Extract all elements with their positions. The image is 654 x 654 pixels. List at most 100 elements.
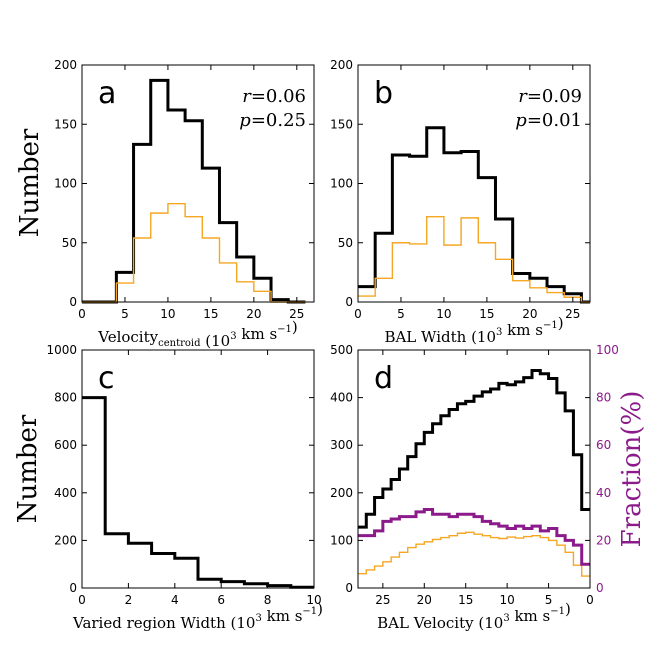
stat-value-b-p: =0.01 (527, 110, 582, 131)
xlabel-part-xlabel_close: ) (558, 314, 564, 332)
xtick-label-c-4: 4 (171, 593, 179, 607)
xtick-label-a-15: 15 (203, 307, 218, 321)
xlabel-part-xlabel_tail: km s (262, 607, 303, 625)
stat-var-b-p: p (515, 110, 527, 131)
series-b-all (358, 126, 590, 304)
xlabel-part-xlabel_main: Varied region Width (72, 614, 226, 632)
stat-b-p: p=0.01 (515, 110, 582, 131)
ytick-label-c-600: 600 (54, 438, 77, 452)
series-b-subset (358, 215, 590, 303)
xlabel-part-xlabel_units: (10 (471, 328, 496, 346)
xlabel-part-xlabel_main: Velocity (97, 328, 158, 346)
series-d-all (358, 368, 590, 529)
xtick-label-d-25: 25 (375, 593, 390, 607)
xlabel-part-xlabel_exp2: −1 (277, 324, 292, 335)
xlabel-part-xlabel_exp: 3 (496, 327, 502, 338)
ytick-label-a-50: 50 (62, 236, 77, 250)
xlabel-part-xlabel_tail: km s (237, 325, 278, 343)
ytick-label-c-200: 200 (54, 533, 77, 547)
ytick-label-a-100: 100 (54, 177, 77, 191)
y2tick-label-d-0: 0 (596, 581, 604, 595)
series-d-subset (358, 531, 590, 577)
ytick-label-c-1000: 1000 (46, 343, 77, 357)
xlabel-part-xlabel_exp: 3 (503, 613, 509, 624)
xtick-label-d-15: 15 (458, 593, 473, 607)
stat-value-a-r: =0.06 (251, 86, 306, 107)
stat-value-a-p: =0.25 (251, 110, 306, 131)
xlabel-part-xlabel_units: (10 (205, 332, 230, 350)
xtick-label-c-0: 0 (78, 593, 86, 607)
xlabel-part-xlabel_sub: centroid (158, 338, 201, 349)
xlabel-part-xlabel_close: ) (565, 600, 571, 618)
panel-label-a: a (98, 76, 116, 111)
xtick-label-c-2: 2 (125, 593, 133, 607)
panel-label-c: c (98, 361, 115, 396)
ytick-label-c-400: 400 (54, 486, 77, 500)
xlabel-part-xlabel_main: BAL Width (384, 328, 466, 346)
ytick-label-c-800: 800 (54, 391, 77, 405)
xlabel-part-xlabel_units: (10 (231, 614, 256, 632)
y2tick-label-d-20: 20 (596, 533, 611, 547)
ytick-label-d-0: 0 (345, 581, 353, 595)
y2tick-label-d-40: 40 (596, 486, 611, 500)
panel-label-b: b (374, 76, 393, 111)
xlabel-b: BAL Width (103 km s−1) (384, 314, 563, 346)
xtick-label-b-20: 20 (522, 307, 537, 321)
stat-a-p: p=0.25 (239, 110, 306, 131)
xtick-label-d-5: 5 (545, 593, 553, 607)
xtick-label-b-5: 5 (397, 307, 405, 321)
xtick-label-b-25: 25 (565, 307, 580, 321)
panel-d: 25 20 15 10 5 00100200300400500020406080100dB… (330, 343, 619, 632)
xlabel-part-xlabel_close: ) (292, 318, 298, 336)
xtick-label-c-8: 8 (264, 593, 272, 607)
xtick-label-b-0: 0 (354, 307, 362, 321)
ylabel-top: Number (15, 128, 45, 237)
ytick-label-a-200: 200 (54, 58, 77, 72)
ylabel-right: Fraction(%) (617, 391, 647, 548)
y2tick-label-d-60: 60 (596, 438, 611, 452)
xtick-label-d-10: 10 (500, 593, 515, 607)
ytick-label-d-500: 500 (330, 343, 353, 357)
y2tick-label-d-100: 100 (596, 343, 619, 357)
ytick-label-b-50: 50 (338, 236, 353, 250)
axes-frame-d (357, 349, 591, 589)
axes-frame-c (81, 349, 315, 589)
series-c-all (82, 396, 314, 589)
xlabel-part-xlabel_exp: 3 (230, 331, 236, 342)
ytick-label-d-100: 100 (330, 533, 353, 547)
y2tick-label-d-80: 80 (596, 391, 611, 405)
xlabel-part-xlabel_exp: 3 (255, 613, 261, 624)
xlabel-d: BAL Velocity (103 km s−1) (377, 600, 571, 632)
ylabel-bottom: Number (13, 414, 43, 523)
xtick-label-a-10: 10 (160, 307, 175, 321)
xlabel-c: Varied region Width (103 km s−1) (72, 600, 323, 632)
xtick-label-c-6: 6 (217, 593, 225, 607)
ytick-label-a-0: 0 (69, 295, 77, 309)
xtick-label-a-20: 20 (246, 307, 261, 321)
stat-b-r: r=0.09 (518, 86, 582, 107)
xlabel-part-xlabel_exp2: −1 (302, 606, 317, 617)
xlabel-part-xlabel_units: (10 (478, 614, 503, 632)
series-a-subset (82, 202, 306, 303)
ytick-label-d-300: 300 (330, 438, 353, 452)
ytick-label-d-400: 400 (330, 391, 353, 405)
series-d-fraction (358, 507, 590, 566)
xtick-label-c-10: 10 (306, 593, 321, 607)
xlabel-part-xlabel_main: BAL Velocity (377, 614, 474, 632)
xtick-label-b-15: 15 (479, 307, 494, 321)
xtick-label-a-0: 0 (78, 307, 86, 321)
ytick-label-b-0: 0 (345, 295, 353, 309)
panel-c: 0 2 4 6 8 10 0 200 400 600 800 1000 c Varied region W… (46, 343, 323, 632)
xtick-label-d-20: 20 (417, 593, 432, 607)
xtick-label-a-5: 5 (121, 307, 129, 321)
xlabel-a: Velocitycentroid (103 km s−1) (97, 318, 298, 350)
ytick-label-d-200: 200 (330, 486, 353, 500)
xtick-label-a-25: 25 (289, 307, 304, 321)
xlabel-part-xlabel_exp2: −1 (543, 320, 558, 331)
xlabel-part-xlabel_tail: km s (502, 321, 543, 339)
stat-var-a-r: r (242, 86, 252, 107)
xlabel-part-xlabel_tail: km s (510, 607, 551, 625)
